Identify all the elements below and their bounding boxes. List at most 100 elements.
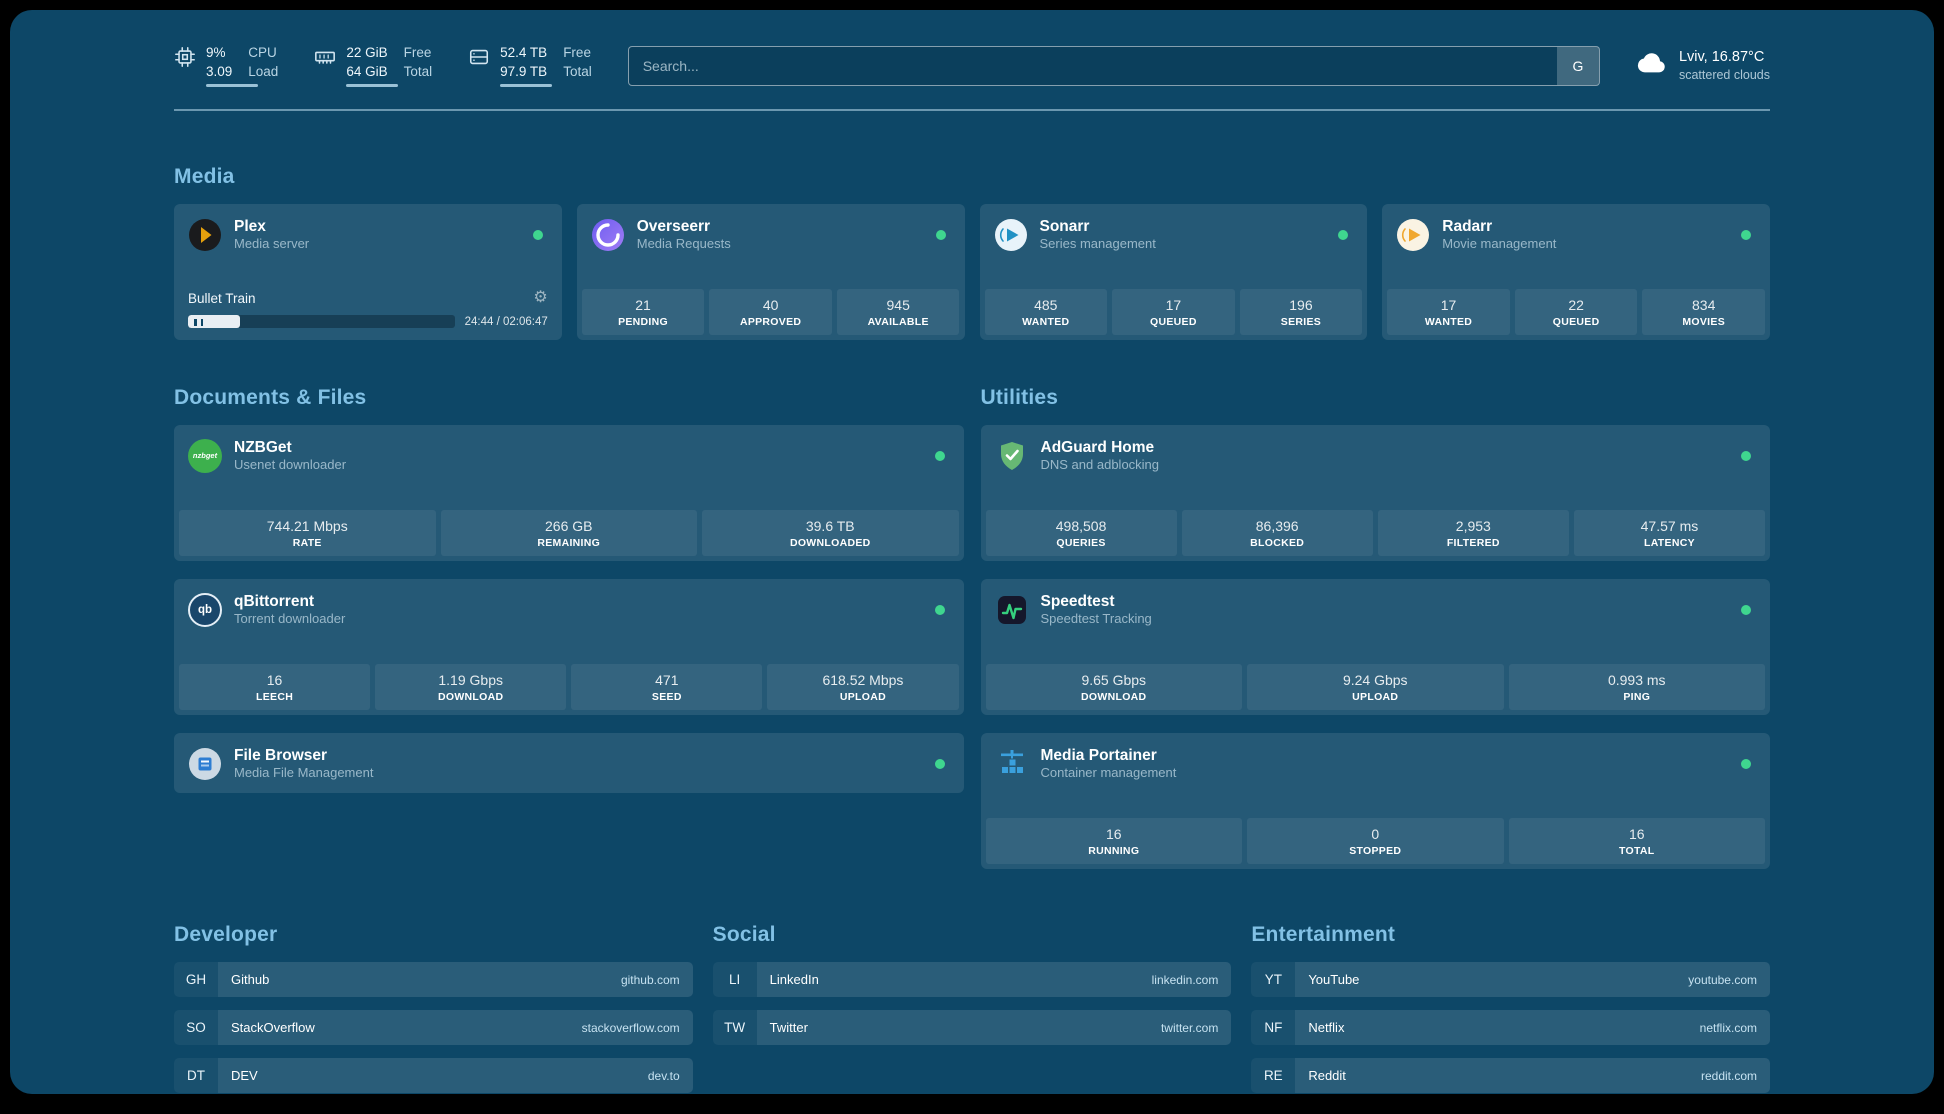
sonarr-icon <box>994 218 1028 252</box>
service-card-filebrowser[interactable]: File Browser Media File Management <box>174 733 964 793</box>
stat-block: 498,508 QUERIES <box>985 510 1177 557</box>
bookmark-name: LinkedIn <box>769 972 819 988</box>
plex-icon <box>188 218 222 252</box>
service-card-speedtest[interactable]: Speedtest Speedtest Tracking 9.65 Gbps D… <box>980 579 1770 716</box>
bookmark-url: dev.to <box>647 1068 680 1083</box>
service-name: Plex <box>234 218 266 236</box>
service-card-adguard[interactable]: AdGuard Home DNS and adblocking 498,508 … <box>980 425 1770 562</box>
service-description: Media File Management <box>234 765 374 781</box>
service-card-sonarr[interactable]: Sonarr Series management 485 WANTED 17 Q… <box>979 204 1368 341</box>
service-description: Speedtest Tracking <box>1040 611 1152 627</box>
bookmark-abbr: SO <box>174 1010 218 1046</box>
service-card-plex[interactable]: Plex Media server Bullet Train ⚙ <box>174 204 562 341</box>
now-playing-title: Bullet Train <box>188 290 256 306</box>
stat-block: 22 QUEUED <box>1514 289 1638 336</box>
bookmark-abbr: GH <box>174 962 218 998</box>
filebrowser-icon <box>188 747 222 781</box>
bookmark-linkedin[interactable]: LI LinkedIn linkedin.com <box>712 962 1232 998</box>
bookmark-url: youtube.com <box>1688 972 1757 987</box>
bookmarks: Developer GH Github github.com SO StackO… <box>174 923 1770 1094</box>
service-description: DNS and adblocking <box>1040 457 1160 473</box>
service-name: NZBGet <box>234 439 292 457</box>
status-dot <box>1338 229 1349 240</box>
social-section-title: Social <box>712 923 776 947</box>
bookmark-reddit[interactable]: RE Reddit reddit.com <box>1251 1058 1770 1094</box>
service-name: File Browser <box>234 747 328 765</box>
nzbget-icon: nzbget <box>188 438 222 473</box>
stat-block: 471 SEED <box>571 664 763 711</box>
service-description: Container management <box>1040 765 1177 781</box>
cpu-icon <box>174 46 196 73</box>
cpu-load-value: 3.09 <box>206 63 233 79</box>
service-card-radarr[interactable]: Radarr Movie management 17 WANTED 22 QUE… <box>1382 204 1770 341</box>
service-card-overseerr[interactable]: Overseerr Media Requests 21 PENDING 40 A… <box>576 204 965 341</box>
developer-section-title: Developer <box>174 923 278 947</box>
bookmark-url: netflix.com <box>1699 1020 1757 1035</box>
status-dot <box>934 604 945 615</box>
stat-block: 2,953 FILTERED <box>1377 510 1569 557</box>
service-description: Movie management <box>1442 236 1557 252</box>
service-name: Radarr <box>1442 218 1493 236</box>
stat-block: 196 SERIES <box>1239 289 1363 336</box>
bookmark-netflix[interactable]: NF Netflix netflix.com <box>1251 1010 1770 1046</box>
cpu-usage-value: 9% <box>206 45 226 60</box>
bookmark-name: YouTube <box>1308 972 1360 988</box>
stat-block: 47.57 ms LATENCY <box>1573 510 1765 557</box>
bookmark-twitter[interactable]: TW Twitter twitter.com <box>712 1010 1232 1046</box>
pause-icon[interactable] <box>194 315 204 328</box>
weather-location: Lviv, 16.87°C <box>1678 48 1765 65</box>
bookmark-abbr: DT <box>174 1058 218 1094</box>
overseerr-icon <box>591 218 625 252</box>
bookmark-name: DEV <box>231 1068 258 1084</box>
bookmark-name: Netflix <box>1308 1020 1345 1036</box>
media-section-title: Media <box>174 165 235 189</box>
cpu-widget: 9% CPU 3.09 Load <box>174 44 278 88</box>
resource-widgets: 9% CPU 3.09 Load <box>174 44 592 88</box>
stat-block: 618.52 Mbps UPLOAD <box>767 664 959 711</box>
service-name: Overseerr <box>636 218 711 236</box>
service-card-nzbget[interactable]: nzbget NZBGet Usenet downloader 744.21 M… <box>174 425 964 562</box>
weather-condition: scattered clouds <box>1678 68 1770 83</box>
documents-section-title: Documents & Files <box>174 386 367 410</box>
status-dot <box>532 229 543 240</box>
playback-progress-bar[interactable] <box>188 315 455 329</box>
bookmark-abbr: NF <box>1251 1010 1296 1046</box>
gear-icon[interactable]: ⚙ <box>533 289 548 307</box>
header-divider <box>174 109 1770 112</box>
search-provider-button[interactable]: G <box>1556 46 1599 85</box>
bookmark-url: linkedin.com <box>1151 972 1219 987</box>
search-input[interactable] <box>628 46 1557 85</box>
service-card-qbittorrent[interactable]: qb qBittorrent Torrent downloader 16 LEE… <box>174 579 964 716</box>
entertainment-section-title: Entertainment <box>1251 923 1396 947</box>
status-dot <box>1741 604 1751 615</box>
bookmark-stackoverflow[interactable]: SO StackOverflow stackoverflow.com <box>174 1010 693 1046</box>
cpu-usage-bar <box>206 84 258 88</box>
stat-block: 86,396 BLOCKED <box>1181 510 1373 557</box>
media-cards: Plex Media server Bullet Train ⚙ <box>174 204 1770 341</box>
bookmark-abbr: TW <box>712 1010 757 1046</box>
memory-total-label: Total <box>403 63 433 79</box>
service-description: Torrent downloader <box>234 611 346 627</box>
service-description: Usenet downloader <box>234 457 347 473</box>
bookmark-github[interactable]: GH Github github.com <box>174 962 693 998</box>
bookmark-group-social: Social LI LinkedIn linkedin.com TW Twitt… <box>712 923 1232 1058</box>
search-bar: G <box>627 45 1600 86</box>
service-name: Sonarr <box>1039 218 1090 236</box>
service-description: Media server <box>234 236 310 252</box>
disk-free-value: 52.4 TB <box>500 45 548 60</box>
stat-block: 485 WANTED <box>984 289 1108 336</box>
disk-total-value: 97.9 TB <box>500 63 548 79</box>
stat-block: 21 PENDING <box>581 289 705 336</box>
bookmark-youtube[interactable]: YT YouTube youtube.com <box>1251 962 1770 998</box>
bookmark-dev[interactable]: DT DEV dev.to <box>174 1058 693 1094</box>
playback-time: 24:44 / 02:06:47 <box>464 315 548 328</box>
service-card-portainer[interactable]: Media Portainer Container management 16 … <box>980 733 1770 870</box>
service-name: Speedtest <box>1040 593 1115 611</box>
bookmark-name: Reddit <box>1308 1068 1346 1084</box>
section-media: Media Plex Media server <box>174 165 1770 341</box>
service-description: Series management <box>1039 236 1156 252</box>
dashboard: 9% CPU 3.09 Load <box>10 10 1934 1094</box>
stat-block: 9.24 Gbps UPLOAD <box>1247 664 1504 711</box>
stat-block: 16 RUNNING <box>985 818 1242 865</box>
bookmark-group-developer: Developer GH Github github.com SO StackO… <box>174 923 693 1094</box>
